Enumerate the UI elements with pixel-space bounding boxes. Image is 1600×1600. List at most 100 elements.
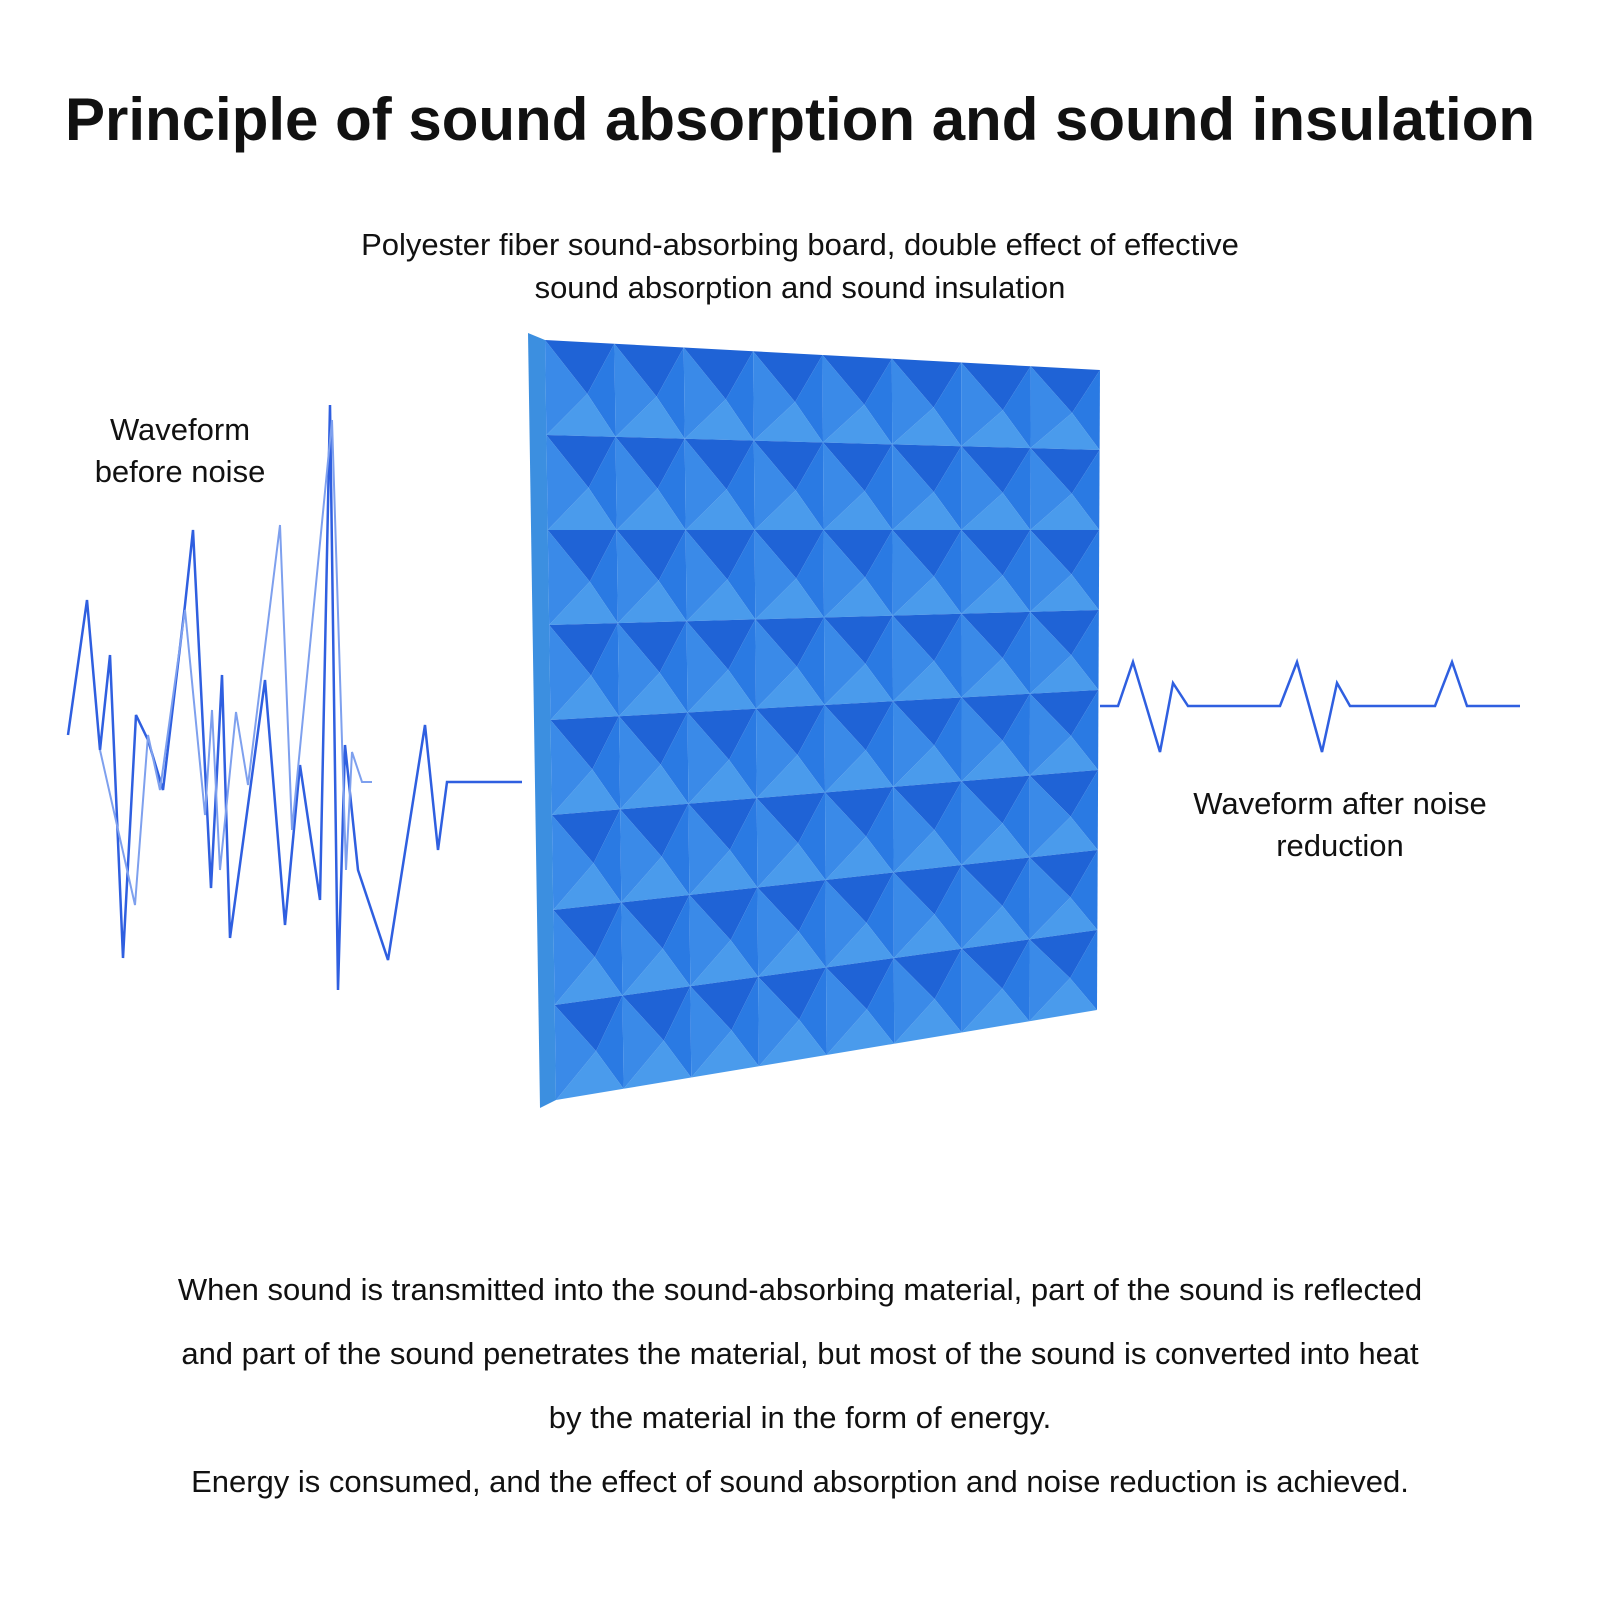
pyramid-face: [1002, 939, 1030, 1022]
pyramid-face: [961, 865, 1003, 949]
pyramid-face: [893, 948, 962, 999]
pyramid-face: [961, 446, 1031, 493]
pyramid-face: [754, 530, 797, 620]
title: Principle of sound absorption and sound …: [65, 86, 1535, 153]
pyramid-face: [961, 611, 1031, 659]
pyramid-face: [619, 716, 661, 810]
left-label: before noise: [95, 454, 266, 489]
pyramid-face: [616, 488, 686, 530]
pyramid-face: [657, 438, 686, 530]
pyramid-face: [758, 976, 800, 1067]
pyramid-face: [795, 442, 824, 530]
pyramid-face: [551, 809, 621, 864]
pyramid-face: [1030, 493, 1100, 530]
pyramid-face: [550, 675, 619, 720]
pyramid-face: [1029, 978, 1097, 1022]
pyramid-face: [727, 530, 756, 620]
pyramid-face: [1030, 530, 1072, 612]
pyramid-face: [622, 986, 691, 1041]
pyramid-face: [1030, 412, 1100, 450]
pyramid-face: [934, 781, 962, 865]
pyramid-face: [753, 402, 823, 443]
pyramid-face: [545, 340, 588, 435]
pyramid-face: [893, 786, 935, 873]
pyramid-face: [587, 343, 616, 437]
pyramid-face: [892, 444, 934, 530]
pyramid-face: [892, 613, 962, 661]
pyramid-face: [961, 575, 1031, 614]
pyramid-face: [729, 708, 757, 799]
pyramid-face: [824, 617, 866, 705]
pyramid-face: [799, 967, 827, 1055]
pyramid-face: [691, 1030, 759, 1078]
pyramid-face: [556, 1051, 624, 1100]
pyramid-face: [1002, 857, 1030, 940]
description-line: Energy is consumed, and the effect of so…: [191, 1464, 1409, 1499]
pyramid-face: [686, 621, 729, 713]
panel-side: [528, 333, 556, 1108]
pyramid-face: [824, 615, 893, 664]
pyramid-face: [549, 623, 618, 676]
pyramid-face: [1070, 770, 1099, 850]
pyramid-face: [546, 435, 589, 530]
pyramid-face: [621, 902, 663, 996]
pyramid-face: [620, 803, 689, 857]
pyramid-face: [825, 880, 867, 968]
pyramid-face: [660, 712, 689, 804]
pyramid-face: [892, 407, 962, 447]
pyramid-face: [934, 865, 962, 949]
pyramid-face: [865, 615, 893, 702]
pyramid-face: [933, 446, 962, 530]
pyramid-face: [687, 712, 730, 804]
pyramid-face: [1072, 370, 1100, 450]
pyramid-face: [825, 750, 894, 793]
pyramid-face: [1029, 897, 1098, 940]
pyramid-face: [686, 579, 756, 622]
pyramid-face: [725, 351, 754, 441]
pyramid-face: [551, 769, 621, 815]
subtitle-line: sound absorption and sound insulation: [535, 270, 1066, 305]
description-line: by the material in the form of energy.: [549, 1400, 1052, 1435]
pyramid-face: [893, 745, 962, 787]
pyramid-face: [961, 362, 1003, 447]
pyramid-face: [1030, 366, 1100, 413]
pyramid-face: [553, 910, 595, 1005]
pyramid-face: [661, 803, 690, 895]
pyramid-face: [823, 491, 893, 530]
pyramid-face: [824, 705, 866, 793]
pyramid-face: [825, 786, 894, 837]
pyramid-face: [588, 436, 617, 530]
pyramid-face: [690, 976, 759, 1031]
pyramid-face: [1002, 693, 1030, 776]
pyramid-face: [961, 362, 1031, 411]
pyramid-face: [795, 355, 823, 443]
pyramid-face: [684, 438, 727, 530]
pyramid-face: [758, 1019, 827, 1067]
right-label: Waveform after noise: [1193, 786, 1486, 821]
pyramid-face: [865, 530, 893, 616]
pyramid-face: [756, 708, 798, 799]
pyramid-face: [731, 976, 759, 1067]
pyramid-face: [1029, 850, 1098, 898]
pyramid-face: [753, 351, 823, 403]
pyramid-face: [933, 530, 962, 614]
pyramid-face: [550, 716, 619, 770]
pyramid-face: [892, 491, 962, 530]
pyramid-face: [756, 798, 799, 888]
pyramid-face: [826, 967, 867, 1055]
pyramid-face: [756, 666, 825, 709]
pyramid-face: [1029, 939, 1071, 1022]
pyramid-face: [893, 914, 962, 959]
pyramid-face: [823, 530, 893, 578]
pyramid-face: [617, 580, 687, 624]
pyramid-face: [684, 399, 754, 441]
pyramid-face: [663, 986, 692, 1078]
pyramid-face: [961, 530, 1003, 614]
pyramid-face: [866, 872, 894, 959]
pyramid-face: [1029, 930, 1098, 979]
pyramid-face: [891, 358, 934, 445]
pyramid-face: [961, 693, 1030, 741]
pyramid-face: [826, 923, 894, 968]
pyramid-face: [729, 798, 758, 888]
pyramid-face: [615, 436, 658, 530]
